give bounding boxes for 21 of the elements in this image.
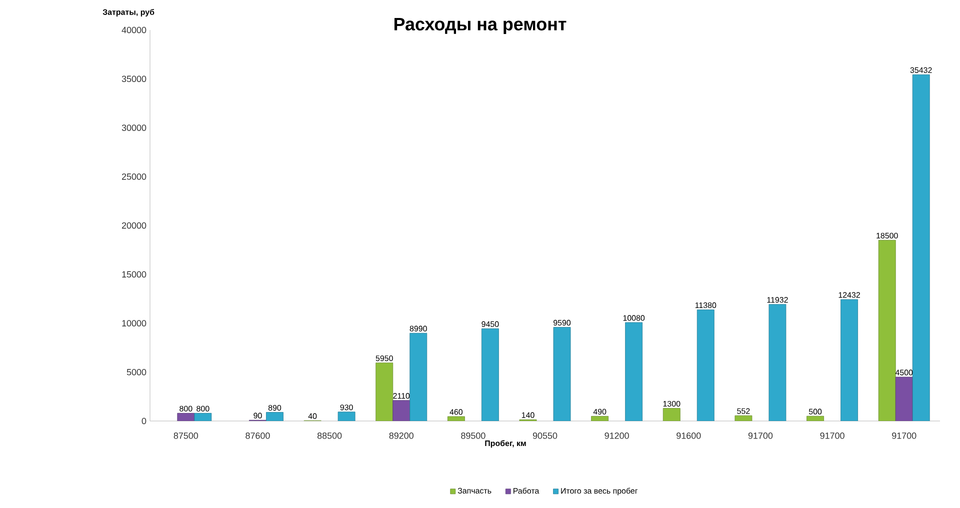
y-tick-label: 10000 — [122, 320, 146, 326]
x-tick-label: 91700 — [820, 432, 844, 439]
y-tick-label: 40000 — [122, 26, 146, 34]
x-tick-label: 90550 — [532, 432, 558, 439]
x-tick-label: 88500 — [317, 432, 342, 439]
x-tick-label: 89200 — [389, 432, 414, 439]
x-tick-label: 91700 — [748, 432, 773, 439]
y-tick-label: 0 — [142, 418, 146, 424]
chart-title: Расходы на ремонт — [394, 18, 566, 34]
y-tick-label: 25000 — [122, 173, 146, 180]
y-tick-label: 30000 — [122, 124, 146, 131]
x-tick-label: 91600 — [676, 432, 701, 439]
y-tick-label: 5000 — [126, 368, 146, 376]
y-tick-label: 20000 — [122, 222, 146, 229]
x-tick-label: 91700 — [892, 432, 916, 439]
y-tick-label: 35000 — [122, 76, 146, 82]
x-tick-label: 87600 — [246, 432, 270, 439]
y-tick-label: 15000 — [122, 271, 146, 278]
x-tick-label: 89500 — [461, 432, 486, 439]
x-tick-label: 87500 — [174, 432, 198, 439]
x-tick-label: 91200 — [604, 432, 629, 439]
